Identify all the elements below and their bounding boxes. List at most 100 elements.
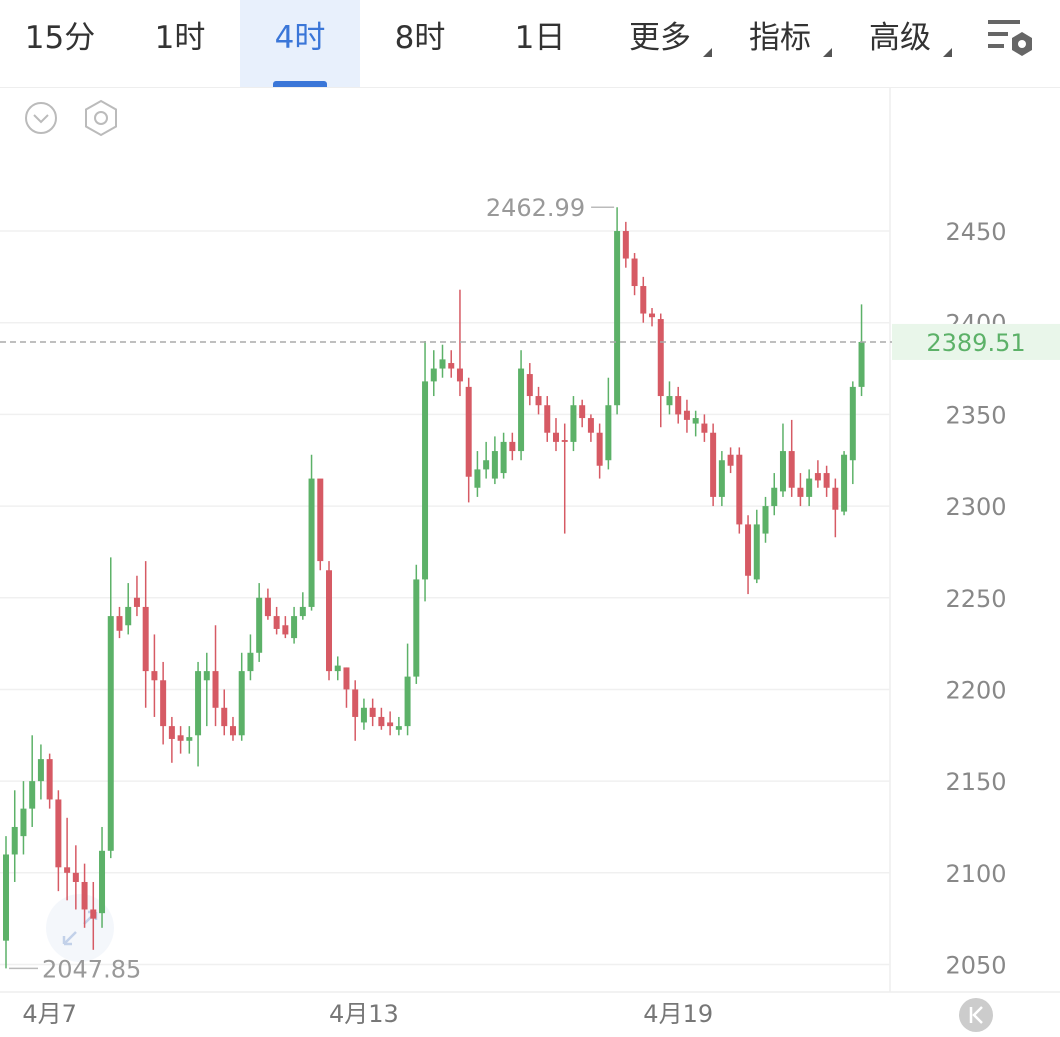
candle-body <box>64 867 71 873</box>
candle-body <box>247 652 254 672</box>
candle-body <box>326 570 333 672</box>
candle-body <box>29 781 36 809</box>
candle-body <box>657 319 664 397</box>
candle-body <box>841 454 848 512</box>
candle-body <box>177 735 184 741</box>
candle-body <box>81 881 88 910</box>
candle-body <box>291 616 298 639</box>
candle-body <box>526 374 533 397</box>
tab[interactable]: 指标 <box>720 0 840 87</box>
candle-body <box>675 396 682 415</box>
candle-body <box>622 231 629 259</box>
x-tick-label: 4月13 <box>329 1000 399 1028</box>
candle-body <box>203 671 210 681</box>
candle-body <box>151 671 158 681</box>
candle-body <box>483 460 490 470</box>
candle-body <box>823 473 830 488</box>
candle-body <box>273 616 280 629</box>
candle-body <box>334 665 341 672</box>
candle-body <box>55 799 62 868</box>
candle-body <box>649 313 656 318</box>
y-tick-label: 2250 <box>945 585 1006 613</box>
candle-body <box>404 676 411 727</box>
candle-body <box>753 524 760 580</box>
candle-body <box>491 451 498 479</box>
candle-body <box>20 808 27 837</box>
candle-body <box>387 722 394 727</box>
candle-body <box>99 850 106 914</box>
candle-body <box>37 759 44 782</box>
candle-body <box>858 341 865 387</box>
candle-body <box>422 381 429 580</box>
tab[interactable]: 15分 <box>24 20 96 56</box>
collapse-icon[interactable] <box>25 102 57 134</box>
candle-body <box>448 363 455 369</box>
candle-body <box>535 396 542 406</box>
candle-body <box>343 667 350 690</box>
max-label: 2462.99 <box>486 194 585 222</box>
x-tick-label: 4月7 <box>22 1000 77 1028</box>
candle-body <box>465 386 472 477</box>
candle-body <box>596 432 603 466</box>
candle-body <box>369 707 376 717</box>
candle-body <box>308 478 315 607</box>
candle-body <box>212 671 219 708</box>
y-tick-label: 2050 <box>945 951 1006 979</box>
settings-icon[interactable] <box>85 99 117 137</box>
candle-body <box>544 405 551 433</box>
candle-body <box>518 368 525 452</box>
tab[interactable]: 高级 <box>840 0 960 87</box>
candle-body <box>814 473 821 481</box>
y-tick-label: 2350 <box>945 401 1006 429</box>
candle-body <box>710 432 717 497</box>
candle-body <box>640 286 647 314</box>
candle-body <box>195 671 202 736</box>
y-tick-label: 2100 <box>945 860 1006 888</box>
candle-body <box>561 440 568 442</box>
candle-body <box>107 616 114 851</box>
candle-body <box>500 441 507 474</box>
scroll-end-button[interactable] <box>959 998 993 1032</box>
candle-body <box>692 418 699 424</box>
tab[interactable]: 1日 <box>514 20 566 56</box>
candle-body <box>256 597 263 653</box>
candle-body <box>439 359 446 369</box>
candle-body <box>832 487 839 510</box>
candle-body <box>614 231 621 406</box>
min-label: 2047.85 <box>42 955 141 983</box>
candle-body <box>317 478 324 562</box>
candle-body <box>736 454 743 525</box>
candle-body <box>727 454 734 466</box>
icon <box>988 20 1032 56</box>
candle-body <box>282 625 289 635</box>
candle-body <box>133 597 140 607</box>
tab[interactable]: 8时 <box>394 20 446 56</box>
candle-body <box>116 616 123 631</box>
candle-body <box>570 405 577 442</box>
candle-body <box>229 726 236 736</box>
candle-body <box>360 707 367 723</box>
candle-body <box>456 368 463 382</box>
y-tick-label: 2450 <box>945 218 1006 246</box>
tab[interactable]: 1时 <box>154 20 206 56</box>
tab[interactable]: 更多 <box>600 0 720 87</box>
candle-body <box>46 759 53 800</box>
tab[interactable]: 4时 <box>240 0 360 87</box>
candle-body <box>395 726 402 730</box>
expand-icon[interactable] <box>46 894 114 962</box>
chart-settings-icon[interactable] <box>986 18 1036 58</box>
candle-body <box>142 606 149 672</box>
candle-body <box>806 478 813 497</box>
candle-body <box>474 469 481 488</box>
candle-body <box>701 423 708 433</box>
candle-body <box>745 524 752 576</box>
candle-body <box>352 689 359 717</box>
candle-body <box>413 579 420 677</box>
candle-body <box>299 606 306 617</box>
x-tick-label: 4月19 <box>643 1000 713 1028</box>
candle-body <box>587 418 594 433</box>
candle-body <box>631 258 638 287</box>
candle-body <box>849 386 856 461</box>
